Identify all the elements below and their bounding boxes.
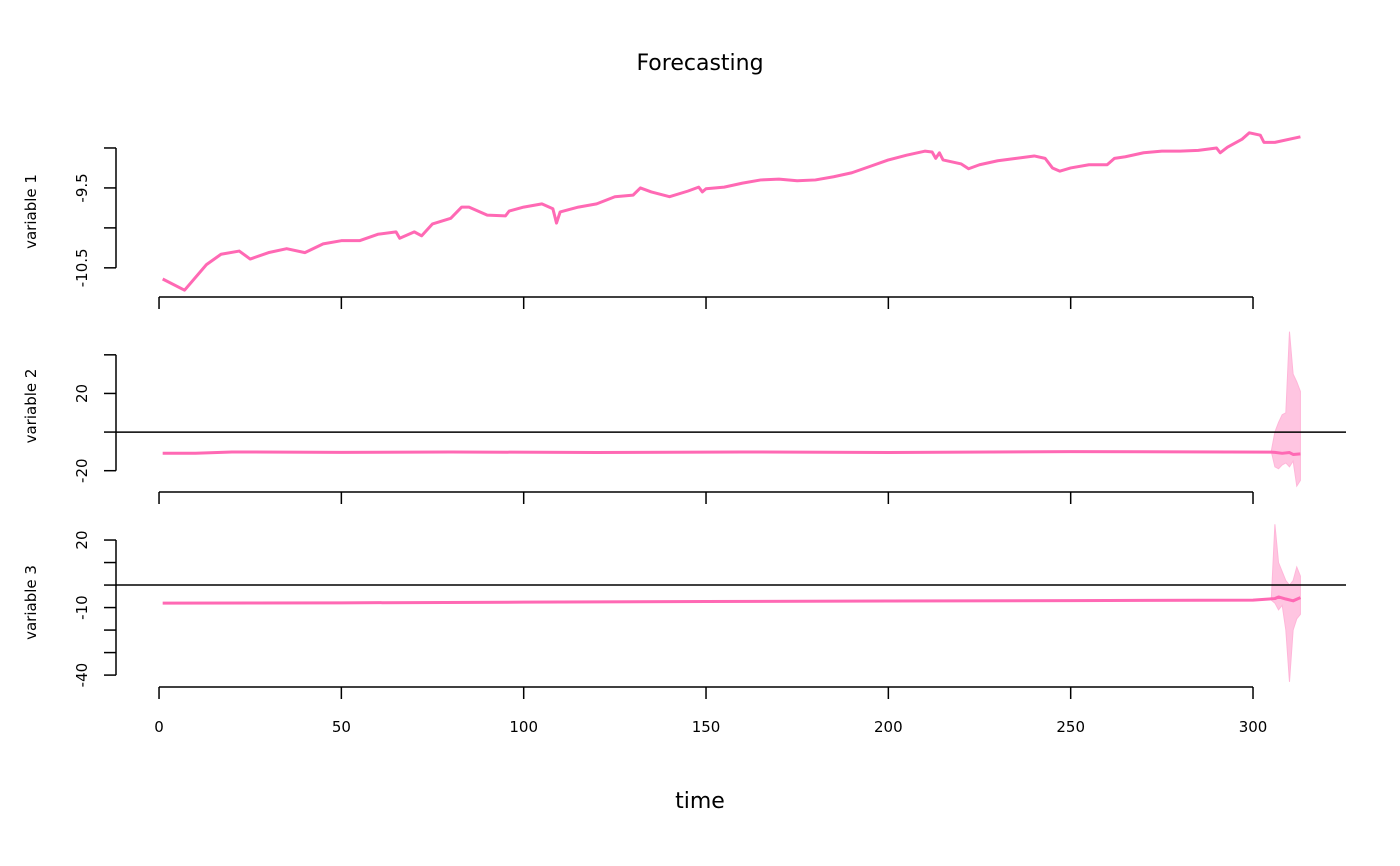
y-tick-label: -10.5 xyxy=(73,248,91,287)
forecast-band xyxy=(1270,524,1301,682)
y-tick-label: -20 xyxy=(73,458,91,483)
x-tick-label: 0 xyxy=(154,718,164,736)
x-tick-label: 50 xyxy=(332,718,351,736)
forecast-band xyxy=(1270,331,1301,488)
x-tick-label: 100 xyxy=(509,718,538,736)
y-axis-label: variable 2 xyxy=(22,369,40,444)
y-tick-label: 20 xyxy=(73,384,91,403)
y-tick-label: -40 xyxy=(73,663,91,688)
y-tick-label: 20 xyxy=(73,530,91,549)
x-axis-label: time xyxy=(675,789,725,814)
y-axis-label: variable 1 xyxy=(22,174,40,249)
x-tick-label: 250 xyxy=(1056,718,1085,736)
series-line xyxy=(162,595,1302,605)
chart-title: Forecasting xyxy=(636,51,763,76)
series-line xyxy=(161,131,1301,292)
series-line xyxy=(162,450,1301,456)
x-tick-label: 200 xyxy=(874,718,903,736)
y-tick-label: -9.5 xyxy=(73,173,91,202)
x-tick-label: 150 xyxy=(692,718,721,736)
y-axis-label: variable 3 xyxy=(22,565,40,640)
y-tick-label: -10 xyxy=(73,595,91,620)
x-tick-label: 300 xyxy=(1239,718,1268,736)
